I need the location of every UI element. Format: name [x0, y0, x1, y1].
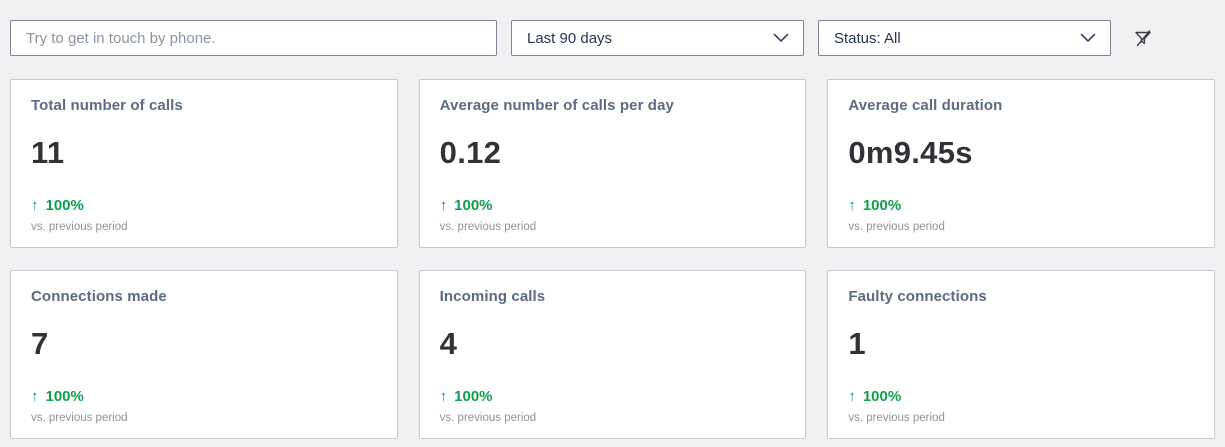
card-delta: ↑ 100%: [848, 388, 1194, 405]
card-delta: ↑ 100%: [440, 388, 786, 405]
card-title: Incoming calls: [439, 288, 546, 305]
card-value: 1: [848, 326, 866, 361]
card-delta: ↑ 100%: [440, 197, 786, 214]
chevron-down-icon: [1080, 33, 1096, 43]
status-dropdown[interactable]: Status: All: [818, 20, 1111, 56]
delta-percent: 100%: [862, 197, 902, 214]
card-delta: ↑ 100%: [31, 197, 377, 214]
card-title: Average call duration: [848, 97, 1003, 114]
arrow-up-icon: ↑: [848, 197, 856, 214]
status-value: Status: All: [834, 29, 901, 47]
card-delta: ↑ 100%: [848, 197, 1194, 214]
clear-filters-button[interactable]: [1131, 27, 1156, 50]
stat-card-incoming-calls: Incoming calls 4 ↑ 100% vs. previous per…: [418, 270, 807, 439]
filter-off-icon: [1133, 29, 1154, 48]
delta-percent: 100%: [454, 197, 493, 214]
card-caption: vs. previous period: [31, 221, 128, 233]
stat-card-avg-calls-per-day: Average number of calls per day 0.12 ↑ 1…: [418, 79, 807, 248]
card-title: Average number of calls per day: [439, 97, 674, 114]
stat-card-faulty-connections: Faulty connections 1 ↑ 100% vs. previous…: [827, 270, 1215, 439]
stat-card-connections-made: Connections made 7 ↑ 100% vs. previous p…: [10, 270, 398, 439]
search-input[interactable]: [10, 20, 497, 56]
date-range-dropdown[interactable]: Last 90 days: [511, 20, 804, 56]
arrow-up-icon: ↑: [848, 388, 856, 405]
delta-percent: 100%: [862, 388, 902, 405]
card-title: Total number of calls: [31, 97, 183, 114]
card-value: 7: [31, 326, 49, 361]
card-caption: vs. previous period: [848, 412, 945, 424]
card-value: 0.12: [439, 135, 502, 170]
card-value: 11: [31, 135, 65, 170]
date-range-value: Last 90 days: [527, 29, 613, 47]
card-caption: vs. previous period: [439, 412, 537, 424]
card-delta: ↑ 100%: [31, 388, 377, 405]
card-caption: vs. previous period: [31, 412, 128, 424]
arrow-up-icon: ↑: [31, 388, 39, 405]
card-value: 0m9.45s: [848, 135, 973, 170]
card-title: Faulty connections: [848, 288, 987, 305]
card-caption: vs. previous period: [439, 221, 537, 233]
card-caption: vs. previous period: [848, 221, 945, 233]
filter-bar: Last 90 days Status: All: [0, 0, 1225, 56]
card-title: Connections made: [31, 288, 167, 305]
card-value: 4: [439, 326, 458, 361]
stat-card-avg-call-duration: Average call duration 0m9.45s ↑ 100% vs.…: [827, 79, 1215, 248]
arrow-up-icon: ↑: [439, 197, 448, 214]
stats-grid: Total number of calls 11 ↑ 100% vs. prev…: [10, 79, 1215, 439]
delta-percent: 100%: [45, 388, 84, 405]
delta-percent: 100%: [45, 197, 84, 214]
stat-card-total-calls: Total number of calls 11 ↑ 100% vs. prev…: [10, 79, 398, 248]
arrow-up-icon: ↑: [31, 197, 39, 214]
delta-percent: 100%: [454, 388, 493, 405]
arrow-up-icon: ↑: [439, 388, 448, 405]
chevron-down-icon: [773, 33, 789, 43]
